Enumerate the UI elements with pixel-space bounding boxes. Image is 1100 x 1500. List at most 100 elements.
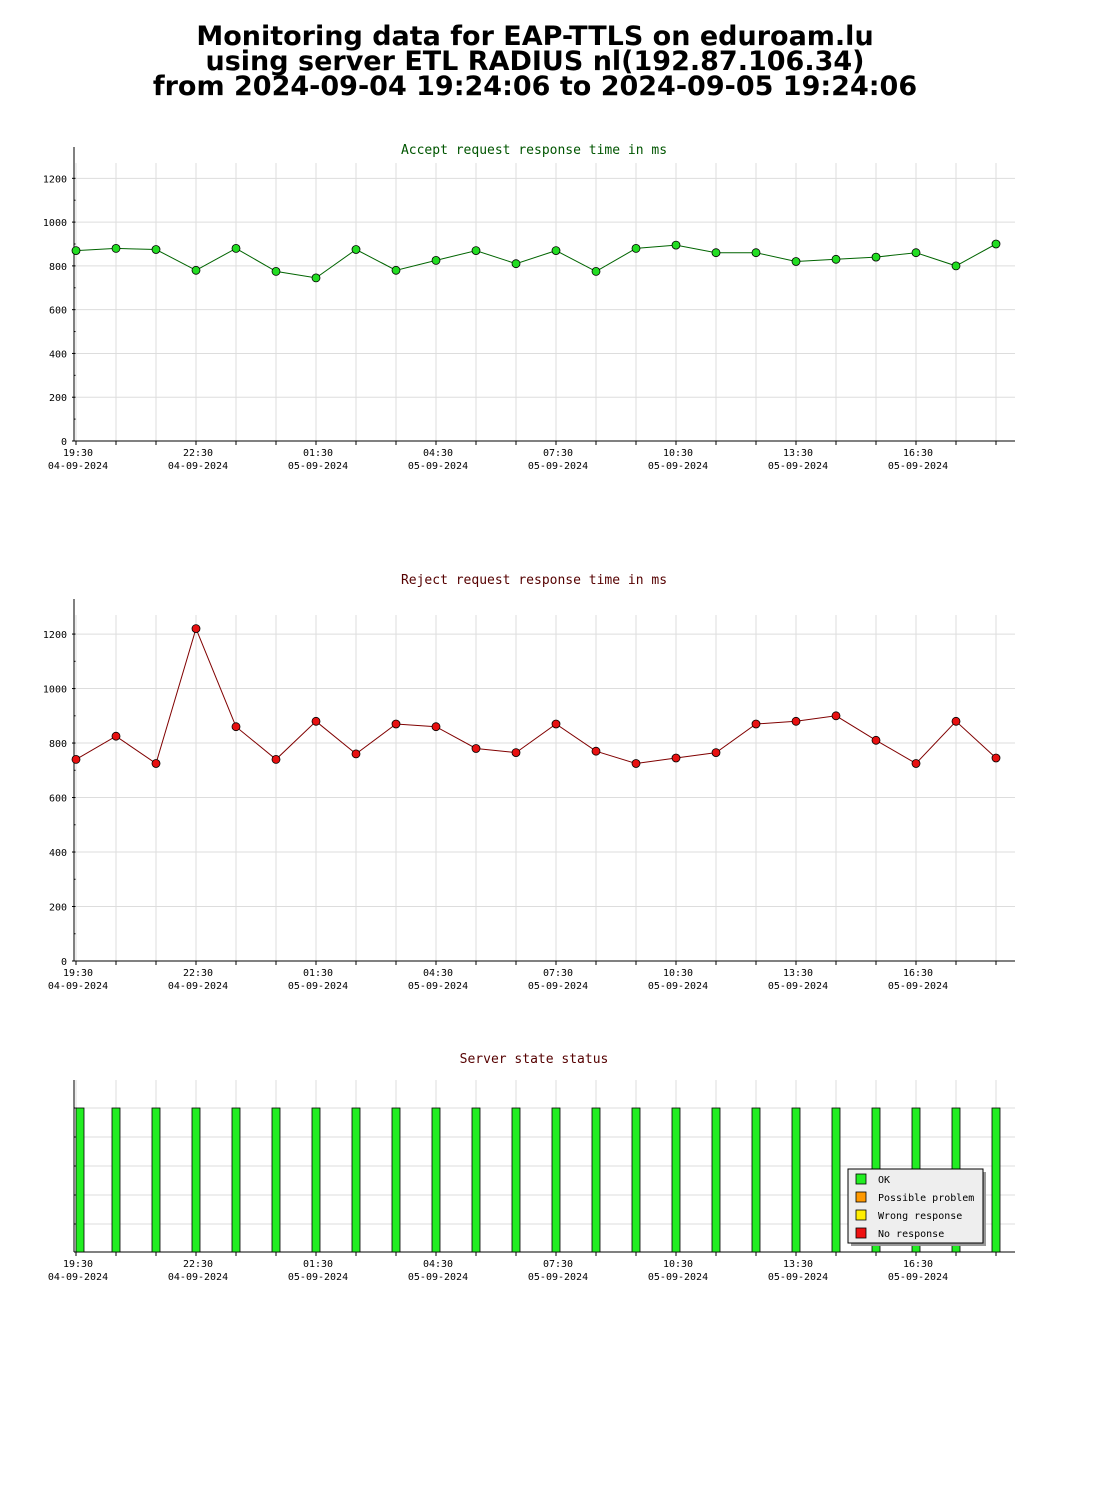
accept-x-tick-time: 16:30 bbox=[903, 448, 933, 459]
reject-x-tick-time: 13:30 bbox=[783, 968, 813, 979]
accept-y-tick-label: 400 bbox=[49, 349, 67, 360]
reject-x-tick-time: 04:30 bbox=[423, 968, 453, 979]
status-bar bbox=[311, 1107, 321, 1253]
title-line-3: from 2024-09-04 19:24:06 to 2024-09-05 1… bbox=[152, 71, 918, 102]
accept-data-point bbox=[591, 266, 601, 276]
reject-data-point bbox=[791, 716, 801, 726]
reject-x-tick-date: 05-09-2024 bbox=[768, 981, 828, 992]
accept-data-point bbox=[511, 259, 521, 269]
reject-x-tick-date: 05-09-2024 bbox=[888, 981, 948, 992]
status-x-tick-time: 22:30 bbox=[183, 1259, 213, 1270]
accept-y-tick-label: 1000 bbox=[43, 218, 67, 229]
accept-x-tick-date: 05-09-2024 bbox=[648, 461, 708, 472]
reject-data-point bbox=[591, 746, 601, 756]
accept-data-point bbox=[671, 240, 681, 250]
reject-x-tick-time: 07:30 bbox=[543, 968, 573, 979]
reject-y-tick-label: 1000 bbox=[43, 685, 67, 696]
legend-label: Wrong response bbox=[878, 1211, 962, 1222]
reject-response-chart: Reject request response time in ms 0 200 40… bbox=[43, 573, 1015, 992]
reject-x-tick-time: 16:30 bbox=[903, 968, 933, 979]
status-x-tick-date: 05-09-2024 bbox=[288, 1272, 348, 1283]
status-bar bbox=[191, 1107, 201, 1253]
legend-swatch bbox=[855, 1209, 867, 1221]
reject-data-point bbox=[271, 755, 281, 764]
reject-data-point bbox=[311, 716, 321, 726]
reject-data-point bbox=[391, 719, 401, 729]
status-x-tick-date: 05-09-2024 bbox=[768, 1272, 828, 1283]
accept-data-point bbox=[751, 248, 761, 258]
page-title: Monitoring data for EAP-TTLS on eduroam.… bbox=[0, 23, 1070, 102]
reject-y-tick-label: 600 bbox=[49, 794, 67, 805]
status-bar bbox=[791, 1107, 801, 1253]
status-bar bbox=[511, 1107, 521, 1253]
status-x-tick-date: 05-09-2024 bbox=[528, 1272, 588, 1283]
reject-x-tick-date: 05-09-2024 bbox=[648, 981, 708, 992]
accept-x-tick-date: 04-09-2024 bbox=[48, 461, 108, 472]
reject-data-point bbox=[951, 716, 961, 726]
status-bar bbox=[351, 1107, 361, 1253]
accept-x-tick-time: 04:30 bbox=[423, 448, 453, 459]
accept-x-tick-time: 22:30 bbox=[183, 448, 213, 459]
accept-y-tick-label: 200 bbox=[49, 393, 67, 404]
reject-x-tick-date: 05-09-2024 bbox=[288, 981, 348, 992]
accept-x-tick-date: 05-09-2024 bbox=[888, 461, 948, 472]
status-x-tick-date: 05-09-2024 bbox=[888, 1272, 948, 1283]
status-bar bbox=[631, 1107, 641, 1253]
status-x-tick-time: 07:30 bbox=[543, 1259, 573, 1270]
reject-x-tick-time: 10:30 bbox=[663, 968, 693, 979]
accept-data-point bbox=[391, 265, 401, 275]
status-x-tick-time: 10:30 bbox=[663, 1259, 693, 1270]
accept-response-chart: Accept request response time in ms 0 200 40… bbox=[43, 143, 1015, 472]
status-bar bbox=[831, 1107, 841, 1253]
reject-data-point bbox=[471, 744, 481, 753]
status-x-tick-time: 13:30 bbox=[783, 1259, 813, 1270]
accept-x-tick-time: 07:30 bbox=[543, 448, 573, 459]
status-bar bbox=[75, 1107, 85, 1253]
legend-swatch bbox=[855, 1227, 867, 1239]
accept-data-point bbox=[231, 243, 241, 253]
status-x-tick-date: 05-09-2024 bbox=[408, 1272, 468, 1283]
accept-x-tick-time: 13:30 bbox=[783, 448, 813, 459]
status-bar bbox=[151, 1107, 161, 1253]
reject-x-tick-date: 05-09-2024 bbox=[408, 981, 468, 992]
accept-data-point bbox=[151, 245, 161, 254]
status-title: Server state status bbox=[460, 1052, 609, 1067]
server-status-chart: Server state status 19:30 04-09-2024 22:30 0… bbox=[48, 1052, 1015, 1283]
reject-y-tick-label: 200 bbox=[49, 903, 67, 914]
reject-data-point bbox=[551, 719, 561, 729]
reject-x-tick-date: 04-09-2024 bbox=[168, 981, 228, 992]
accept-data-point bbox=[711, 248, 721, 258]
reject-y-tick-label: 400 bbox=[49, 848, 67, 859]
accept-data-point bbox=[551, 246, 561, 256]
status-bar bbox=[231, 1107, 241, 1253]
accept-title: Accept request response time in ms bbox=[401, 143, 667, 158]
status-bar bbox=[991, 1107, 1001, 1253]
status-x-tick-time: 01:30 bbox=[303, 1259, 333, 1270]
reject-data-point bbox=[431, 722, 441, 732]
reject-data-point bbox=[671, 753, 681, 763]
status-bar bbox=[551, 1107, 561, 1253]
accept-x-tick-date: 05-09-2024 bbox=[408, 461, 468, 472]
accept-x-tick-time: 19:30 bbox=[63, 448, 93, 459]
reject-data-point bbox=[231, 722, 241, 732]
accept-x-tick-time: 01:30 bbox=[303, 448, 333, 459]
legend-swatch bbox=[855, 1173, 867, 1185]
reject-data-point bbox=[751, 719, 761, 729]
accept-data-point bbox=[471, 246, 481, 256]
reject-data-point bbox=[631, 759, 641, 768]
status-bar bbox=[711, 1107, 721, 1253]
legend-swatch bbox=[855, 1191, 867, 1203]
status-bar bbox=[271, 1107, 281, 1253]
reject-x-tick-time: 01:30 bbox=[303, 968, 333, 979]
reject-y-tick-label: 0 bbox=[61, 957, 67, 968]
reject-data-point bbox=[871, 735, 881, 745]
accept-data-point bbox=[911, 248, 921, 258]
accept-y-tick-label: 600 bbox=[49, 306, 67, 317]
status-x-tick-time: 16:30 bbox=[903, 1259, 933, 1270]
accept-data-point bbox=[951, 261, 961, 271]
reject-y-tick-label: 1200 bbox=[43, 630, 67, 641]
reject-data-point bbox=[711, 748, 721, 757]
accept-data-point bbox=[791, 257, 801, 266]
legend-box bbox=[847, 1168, 984, 1244]
